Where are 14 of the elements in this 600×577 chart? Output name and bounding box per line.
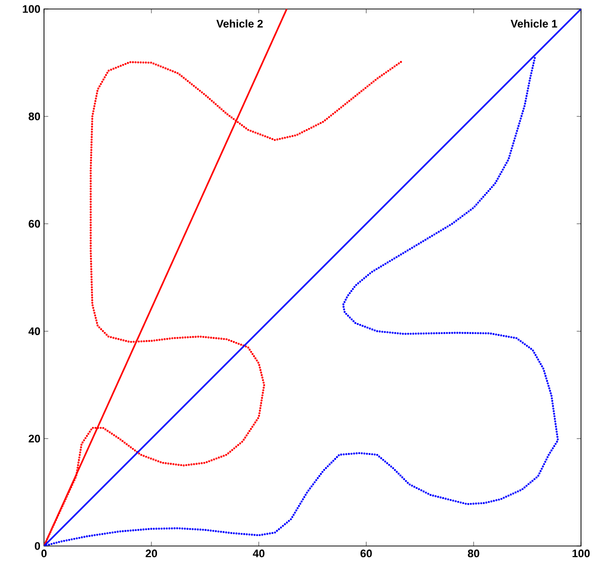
y-tick-label: 60 xyxy=(28,220,40,228)
y-tick-label: 20 xyxy=(28,434,40,442)
y-tick-label: 40 xyxy=(28,327,40,336)
y-tick-label: 80 xyxy=(28,112,40,120)
series-label: Vehicle 1 xyxy=(510,20,558,28)
x-tick-label: 40 xyxy=(252,550,264,558)
x-tick-label: 20 xyxy=(146,550,158,558)
series-label: Vehicle 2 xyxy=(216,20,263,28)
x-tick-label: 80 xyxy=(468,550,480,558)
x-tick-label: 60 xyxy=(360,550,372,558)
x-tick-label: 0 xyxy=(41,550,47,558)
y-tick-label: 100 xyxy=(22,5,40,13)
x-tick-label: 100 xyxy=(572,550,590,558)
y-tick-label: 0 xyxy=(34,542,40,550)
